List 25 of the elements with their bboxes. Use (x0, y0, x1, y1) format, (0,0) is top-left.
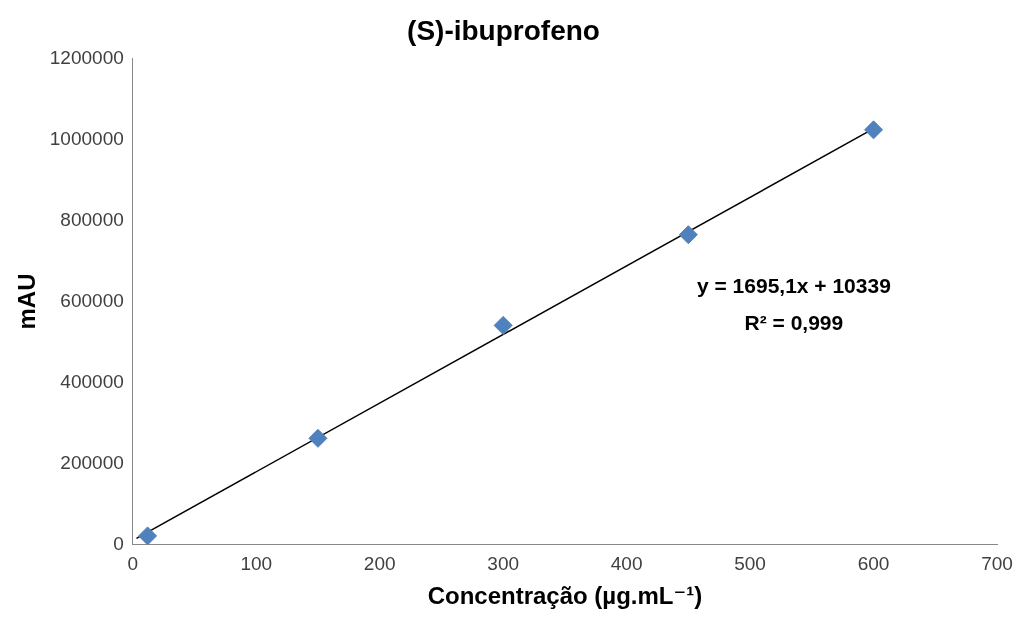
x-tick-label: 200 (363, 553, 396, 575)
annotation: y = 1695,1x + 10339 (696, 273, 891, 297)
annotation: R² = 0,999 (744, 310, 844, 334)
point (864, 120, 884, 140)
y-tick-label: 1200000 (49, 46, 124, 68)
y-tick-label: 1000000 (49, 127, 124, 149)
y-tick-label: 200000 (60, 451, 124, 473)
point (678, 225, 698, 245)
x-tick-label: 700 (981, 553, 1013, 575)
y-tick-label: 600000 (60, 289, 124, 311)
x-tick-label: 0 (127, 553, 139, 575)
x-axis-title: Concentração (µg.mL⁻¹) (427, 582, 703, 610)
x-tick-label: 400 (610, 553, 643, 575)
point (308, 428, 328, 448)
y-tick-label: 400000 (60, 370, 124, 392)
x-tick-label: 100 (240, 553, 273, 575)
y-axis-title: mAU (13, 273, 41, 330)
point (138, 526, 158, 545)
x-tick-label: 300 (487, 553, 519, 575)
x-tick-label: 500 (734, 553, 766, 575)
y-tick-label: 800000 (60, 208, 124, 230)
point (493, 315, 513, 335)
x-tick-label: 600 (857, 553, 890, 575)
chart-title: (S)-ibuprofeno (407, 14, 600, 46)
y-tick-label: 0 (113, 532, 124, 554)
